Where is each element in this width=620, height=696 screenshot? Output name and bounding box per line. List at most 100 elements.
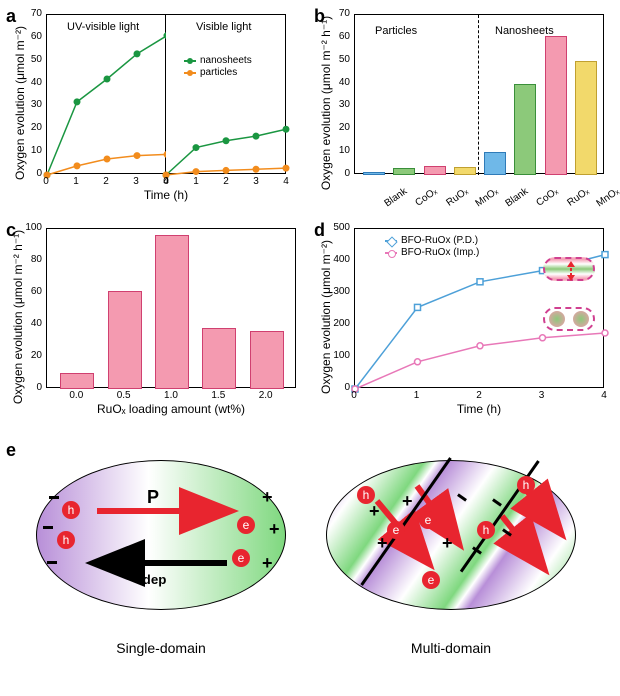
panel-b-particles-title: Particles [375,25,417,37]
mp3: + [402,491,413,512]
panel-a-chart-uv: UV-visible light [46,14,166,174]
ytick: 0 [20,382,42,393]
xtick: 1 [69,176,83,187]
ytick: 60 [332,31,350,42]
single-arrows [37,461,287,611]
elec-1: e [237,516,255,534]
ytick: 40 [332,77,350,88]
ytick: 50 [332,54,350,65]
panel-c-chart [46,228,296,388]
panel-b-divider [478,15,479,175]
bar [545,36,567,175]
mp2: + [377,533,388,554]
hole-1: h [62,501,80,519]
legend-nanosheets-label: nanosheets [200,55,252,66]
m-e2: e [419,511,437,529]
ytick: 80 [20,254,42,265]
ytick: 200 [326,318,350,329]
legend-imp-label: BFO-RuOx (Imp.) [401,247,479,258]
ellipse-multi: h e e e h h + + + + [326,460,576,610]
ytick: 0 [332,168,350,179]
ytick: 100 [326,350,350,361]
panel-d-legend: BFO-RuOx (P.D.) BFO-RuOx (Imp.) [385,235,479,258]
edep-label: Edep [132,567,166,587]
elec-2: e [232,549,250,567]
panel-a-uv-svg [47,15,167,175]
xtick: 4 [279,176,293,187]
legend-nanosheets: nanosheets [184,55,252,66]
xtick: 0 [39,176,53,187]
bar [424,166,446,175]
ytick: 20 [24,122,42,133]
m-h3: h [517,476,535,494]
mp1: + [369,501,380,522]
panel-b: b Oxygen evolution (μmol m⁻² h⁻¹) Partic… [314,6,614,206]
bar [454,167,476,175]
ytick: 10 [332,145,350,156]
xtick: 0.0 [61,390,91,401]
legend-imp: BFO-RuOx (Imp.) [385,247,479,258]
single-caption: Single-domain [36,640,286,656]
xtick: 3 [535,390,549,401]
inset-pd [543,257,595,281]
ytick: 50 [24,54,42,65]
panel-c: c Oxygen evolution (μmol m⁻² h⁻¹) 020406… [6,220,306,430]
ytick: 20 [332,122,350,133]
panel-a-vis-svg [166,15,286,175]
plus-3: + [262,553,273,574]
bar [393,168,415,175]
ytick: 40 [20,318,42,329]
bar [108,291,142,389]
ellipse-single: P Edep h h e e + + + [36,460,286,610]
ytick: 70 [24,8,42,19]
xtick: 3 [129,176,143,187]
legend-particles: particles [184,67,252,78]
ytick: 60 [20,286,42,297]
panel-d-xlabel: Time (h) [354,402,604,416]
hole-2: h [57,531,75,549]
legend-particles-label: particles [200,67,237,78]
m-e1: e [387,521,405,539]
panel-c-xlabel: RuOₓ loading amount (wt%) [46,402,296,416]
plus-1: + [262,487,273,508]
panel-a-xlabel: Time (h) [46,188,286,202]
panel-a-legend: nanosheets particles [184,55,252,78]
inset-imp [543,307,595,331]
minus-1 [49,496,59,499]
ytick: 60 [24,31,42,42]
ytick: 70 [332,8,350,19]
bar [60,373,94,389]
xtick: 2 [472,390,486,401]
ytick: 30 [332,99,350,110]
panel-d: d Oxygen evolution (μmol m⁻²) BFO-RuOx (… [314,220,614,430]
ytick: 300 [326,286,350,297]
xtick: 1 [410,390,424,401]
xtick: 2 [219,176,233,187]
xtick: 1 [189,176,203,187]
m-h2: h [477,521,495,539]
panel-a-chart-vis: Visible light nanosheets particles [166,14,286,174]
xtick: 4 [159,176,173,187]
panel-e-label: e [6,440,16,461]
panel-d-chart: BFO-RuOx (P.D.) BFO-RuOx (Imp.) [354,228,604,388]
bar [484,152,506,175]
xtick: 1.0 [156,390,186,401]
bar [155,235,189,389]
ytick: 500 [326,222,350,233]
ytick: 30 [24,99,42,110]
bar [202,328,236,389]
xtick: 2 [99,176,113,187]
minus-3 [47,561,57,564]
mp4: + [442,533,453,554]
xtick: 4 [597,390,611,401]
ytick: 400 [326,254,350,265]
bar [514,84,536,175]
plus-2: + [269,519,280,540]
ytick: 40 [24,77,42,88]
xtick: 1.5 [203,390,233,401]
legend-pd-label: BFO-RuOx (P.D.) [401,235,478,246]
xtick: 2.0 [251,390,281,401]
bar [363,172,385,175]
bar [250,331,284,389]
panel-b-ylabel: Oxygen evolution (μmol m⁻² h⁻¹) [319,13,333,193]
